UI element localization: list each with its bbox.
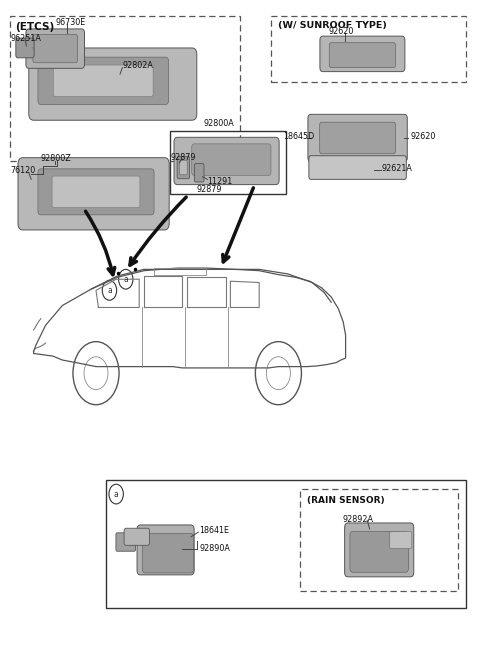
Text: a: a	[107, 286, 112, 295]
Text: 92620: 92620	[329, 27, 354, 36]
FancyBboxPatch shape	[38, 57, 168, 104]
Text: (ETCS): (ETCS)	[15, 22, 55, 32]
FancyBboxPatch shape	[308, 114, 407, 162]
Text: 92800A: 92800A	[203, 119, 234, 128]
FancyBboxPatch shape	[390, 532, 412, 549]
FancyBboxPatch shape	[124, 528, 149, 545]
Text: 92879: 92879	[170, 153, 196, 162]
FancyBboxPatch shape	[177, 156, 190, 179]
FancyBboxPatch shape	[116, 533, 135, 551]
FancyBboxPatch shape	[329, 43, 396, 68]
FancyBboxPatch shape	[142, 533, 193, 573]
FancyBboxPatch shape	[38, 169, 154, 215]
FancyBboxPatch shape	[180, 160, 187, 175]
Text: 96251A: 96251A	[11, 34, 41, 43]
FancyBboxPatch shape	[192, 144, 271, 175]
Text: 96730E: 96730E	[55, 18, 85, 28]
Text: 92621A: 92621A	[382, 164, 412, 173]
FancyBboxPatch shape	[137, 525, 194, 575]
FancyBboxPatch shape	[16, 38, 34, 58]
Text: 92802A: 92802A	[122, 61, 153, 70]
FancyBboxPatch shape	[174, 137, 279, 185]
FancyBboxPatch shape	[350, 532, 408, 572]
Text: 18641E: 18641E	[199, 526, 229, 535]
Text: 92800Z: 92800Z	[41, 154, 72, 164]
FancyBboxPatch shape	[52, 176, 140, 208]
FancyBboxPatch shape	[33, 34, 77, 62]
Text: a: a	[123, 275, 128, 284]
FancyBboxPatch shape	[29, 48, 197, 120]
FancyBboxPatch shape	[320, 122, 396, 154]
FancyBboxPatch shape	[18, 158, 169, 230]
Text: 92879: 92879	[197, 185, 222, 194]
FancyBboxPatch shape	[309, 156, 406, 179]
Text: 76120: 76120	[11, 166, 36, 175]
Text: 92892A: 92892A	[342, 514, 373, 524]
Text: 18645D: 18645D	[283, 132, 314, 141]
Text: 92890A: 92890A	[199, 544, 230, 553]
FancyBboxPatch shape	[320, 36, 405, 72]
FancyBboxPatch shape	[345, 523, 414, 577]
Text: (RAIN SENSOR): (RAIN SENSOR)	[307, 496, 385, 505]
FancyBboxPatch shape	[53, 65, 153, 97]
Text: (W/ SUNROOF TYPE): (W/ SUNROOF TYPE)	[278, 21, 387, 30]
Text: a: a	[114, 489, 119, 499]
Text: 11291: 11291	[207, 177, 233, 186]
FancyBboxPatch shape	[26, 29, 84, 68]
FancyBboxPatch shape	[194, 164, 204, 182]
Text: 92620: 92620	[410, 132, 436, 141]
